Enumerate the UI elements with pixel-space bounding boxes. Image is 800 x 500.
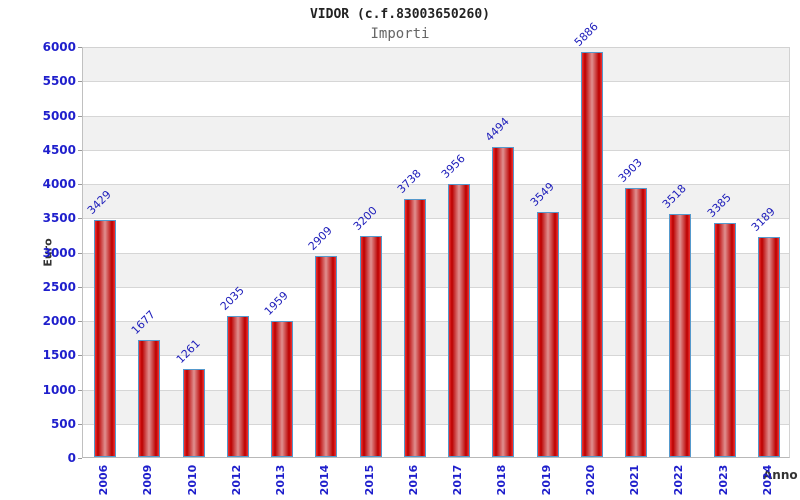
y-tick-mark <box>78 423 82 425</box>
gridline <box>83 115 789 117</box>
y-tick-mark <box>78 321 82 322</box>
x-axis-title: Anno <box>763 468 798 482</box>
plot-area: 3429 1677 1261 2035 1959 2909 3200 3738 3956 4494… <box>82 20 790 458</box>
y-tick-label: 0 <box>67 451 76 465</box>
bar-value-label: 3903 <box>615 155 645 185</box>
bar <box>536 211 559 457</box>
x-tick-label: 2010 <box>185 464 199 496</box>
y-tick-mark <box>78 218 82 220</box>
y-tick-label: 1000 <box>42 382 76 397</box>
y-tick-label: 500 <box>50 416 76 431</box>
gridline <box>83 389 789 391</box>
x-tick-label: 2021 <box>628 464 642 496</box>
x-tick-label: 2020 <box>583 464 597 496</box>
bar <box>625 187 648 457</box>
y-tick-mark <box>78 252 82 254</box>
y-tick-mark <box>78 149 82 151</box>
bar-value-label: 1677 <box>129 308 159 338</box>
x-tick-label: 2024 <box>760 464 774 496</box>
y-tick-label: 3500 <box>42 211 76 226</box>
bar <box>138 340 161 457</box>
y-tick-mark <box>78 389 82 391</box>
bar <box>448 184 471 457</box>
x-tick-label: 2016 <box>406 464 420 496</box>
bar-value-label: 2909 <box>306 223 336 253</box>
y-tick-label: 2000 <box>42 314 76 328</box>
gridline <box>83 218 789 220</box>
gridline <box>83 149 789 151</box>
bar <box>669 214 692 457</box>
y-tick-mark <box>78 286 82 288</box>
bar-value-label: 3956 <box>438 152 468 182</box>
bar <box>315 255 338 457</box>
x-tick-label: 2015 <box>362 464 376 496</box>
gridline <box>83 355 789 357</box>
bar <box>182 368 205 457</box>
x-tick-label: 2022 <box>672 464 686 496</box>
y-tick-label: 3000 <box>42 245 76 260</box>
bar-value-label: 3189 <box>748 204 778 234</box>
x-tick-label: 2012 <box>229 464 243 496</box>
y-tick-mark <box>78 47 82 48</box>
x-tick-label: 2013 <box>274 464 288 496</box>
bar-value-label: 3518 <box>660 182 690 212</box>
bar <box>359 235 382 457</box>
gridline <box>83 286 789 288</box>
y-tick-label: 5000 <box>42 108 76 123</box>
y-tick-mark <box>78 81 82 83</box>
y-tick-label: 2500 <box>42 279 76 294</box>
x-tick-label: 2018 <box>495 464 509 496</box>
bar <box>226 315 249 457</box>
x-tick-label: 2023 <box>716 464 730 496</box>
y-tick-mark <box>78 184 82 185</box>
gridline <box>83 252 789 254</box>
bar-value-label: 1261 <box>173 336 203 366</box>
bar-value-label: 1959 <box>261 288 291 318</box>
bar <box>492 147 515 457</box>
x-tick-label: 2019 <box>539 464 553 496</box>
bar-value-label: 3738 <box>394 166 424 196</box>
bar <box>403 198 426 457</box>
gridline <box>83 423 789 425</box>
bar-value-label: 3385 <box>704 191 734 221</box>
y-tick-mark <box>78 458 82 459</box>
gridline <box>83 81 789 83</box>
bar <box>271 320 294 457</box>
bar <box>757 236 780 457</box>
bar <box>94 220 117 457</box>
y-tick-label: 4000 <box>42 177 76 191</box>
chart-subtitle: Importi <box>370 26 430 42</box>
bar <box>580 51 603 457</box>
x-tick-label: 2017 <box>451 464 465 496</box>
x-tick-label: 2006 <box>97 464 111 496</box>
y-tick-mark <box>78 115 82 117</box>
bar-value-label: 3429 <box>84 188 114 218</box>
gridline <box>83 184 789 185</box>
chart-title: VIDOR (c.f.83003650260) <box>309 7 490 22</box>
y-tick-label: 1500 <box>42 348 76 363</box>
x-tick-label: 2014 <box>318 464 332 496</box>
y-tick-label: 4500 <box>42 142 76 157</box>
y-tick-label: 5500 <box>42 74 76 89</box>
gridline <box>83 321 789 322</box>
bar <box>713 223 736 457</box>
y-tick-label: 6000 <box>42 40 76 54</box>
x-tick-label: 2009 <box>141 464 155 496</box>
bar-value-label: 4494 <box>483 115 513 145</box>
bar-value-label: 2035 <box>217 283 247 313</box>
y-tick-mark <box>78 355 82 357</box>
